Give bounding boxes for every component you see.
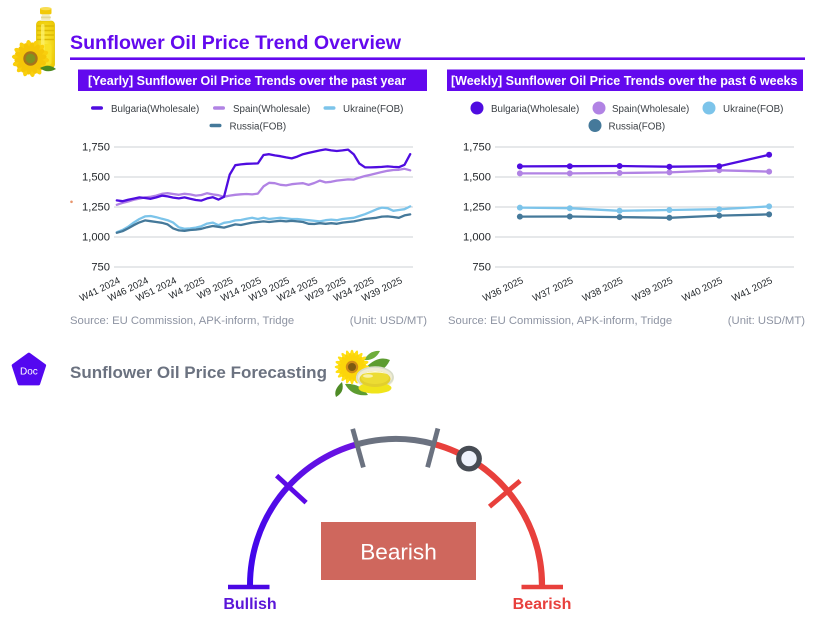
svg-text:Sunflower Oil Price Trend Over: Sunflower Oil Price Trend Overview	[70, 32, 402, 54]
svg-text:Bearish: Bearish	[513, 596, 572, 613]
svg-text:W38 2025: W38 2025	[581, 275, 625, 304]
svg-text:Ukraine(FOB): Ukraine(FOB)	[723, 104, 783, 115]
svg-text:[Weekly] Sunflower Oil Price T: [Weekly] Sunflower Oil Price Trends over…	[451, 74, 797, 88]
svg-text:W41 2025: W41 2025	[730, 275, 774, 304]
svg-text:Doc: Doc	[20, 367, 38, 378]
svg-text:Source: EU Commission, APK-inf: Source: EU Commission, APK-inform, Tridg…	[448, 315, 672, 327]
svg-text:Source: EU Commission, APK-inf: Source: EU Commission, APK-inform, Tridg…	[70, 315, 294, 327]
svg-text:Russia(FOB): Russia(FOB)	[230, 122, 287, 133]
svg-text:1,250: 1,250	[463, 202, 491, 214]
svg-text:Russia(FOB): Russia(FOB)	[609, 122, 666, 133]
svg-text:W37 2025: W37 2025	[531, 275, 575, 304]
svg-text:Bulgaria(Wholesale): Bulgaria(Wholesale)	[111, 104, 199, 115]
svg-text:W36 2025: W36 2025	[481, 275, 525, 304]
svg-text:Bulgaria(Wholesale): Bulgaria(Wholesale)	[491, 104, 579, 115]
svg-text:750: 750	[91, 262, 110, 274]
svg-text:Bearish: Bearish	[360, 540, 437, 565]
svg-text:1,750: 1,750	[463, 142, 491, 154]
svg-text:750: 750	[472, 262, 491, 274]
svg-text:1,000: 1,000	[82, 232, 110, 244]
svg-text:Spain(Wholesale): Spain(Wholesale)	[233, 104, 310, 115]
svg-text:1,750: 1,750	[82, 142, 110, 154]
svg-text:1,500: 1,500	[82, 172, 110, 184]
svg-text:Ukraine(FOB): Ukraine(FOB)	[343, 104, 403, 115]
svg-text:W40 2025: W40 2025	[680, 275, 724, 304]
svg-text:(Unit: USD/MT): (Unit: USD/MT)	[350, 315, 427, 327]
svg-text:Spain(Wholesale): Spain(Wholesale)	[612, 104, 689, 115]
svg-text:1,500: 1,500	[463, 172, 491, 184]
svg-text:1,000: 1,000	[463, 232, 491, 244]
svg-text:Bullish: Bullish	[223, 596, 276, 613]
svg-text:W39 2025: W39 2025	[631, 275, 675, 304]
svg-text:(Unit: USD/MT): (Unit: USD/MT)	[728, 315, 805, 327]
svg-text:[Yearly] Sunflower Oil Price T: [Yearly] Sunflower Oil Price Trends over…	[88, 74, 406, 88]
svg-text:Sunflower Oil Price Forecastin: Sunflower Oil Price Forecasting	[70, 363, 327, 382]
svg-text:1,250: 1,250	[82, 202, 110, 214]
